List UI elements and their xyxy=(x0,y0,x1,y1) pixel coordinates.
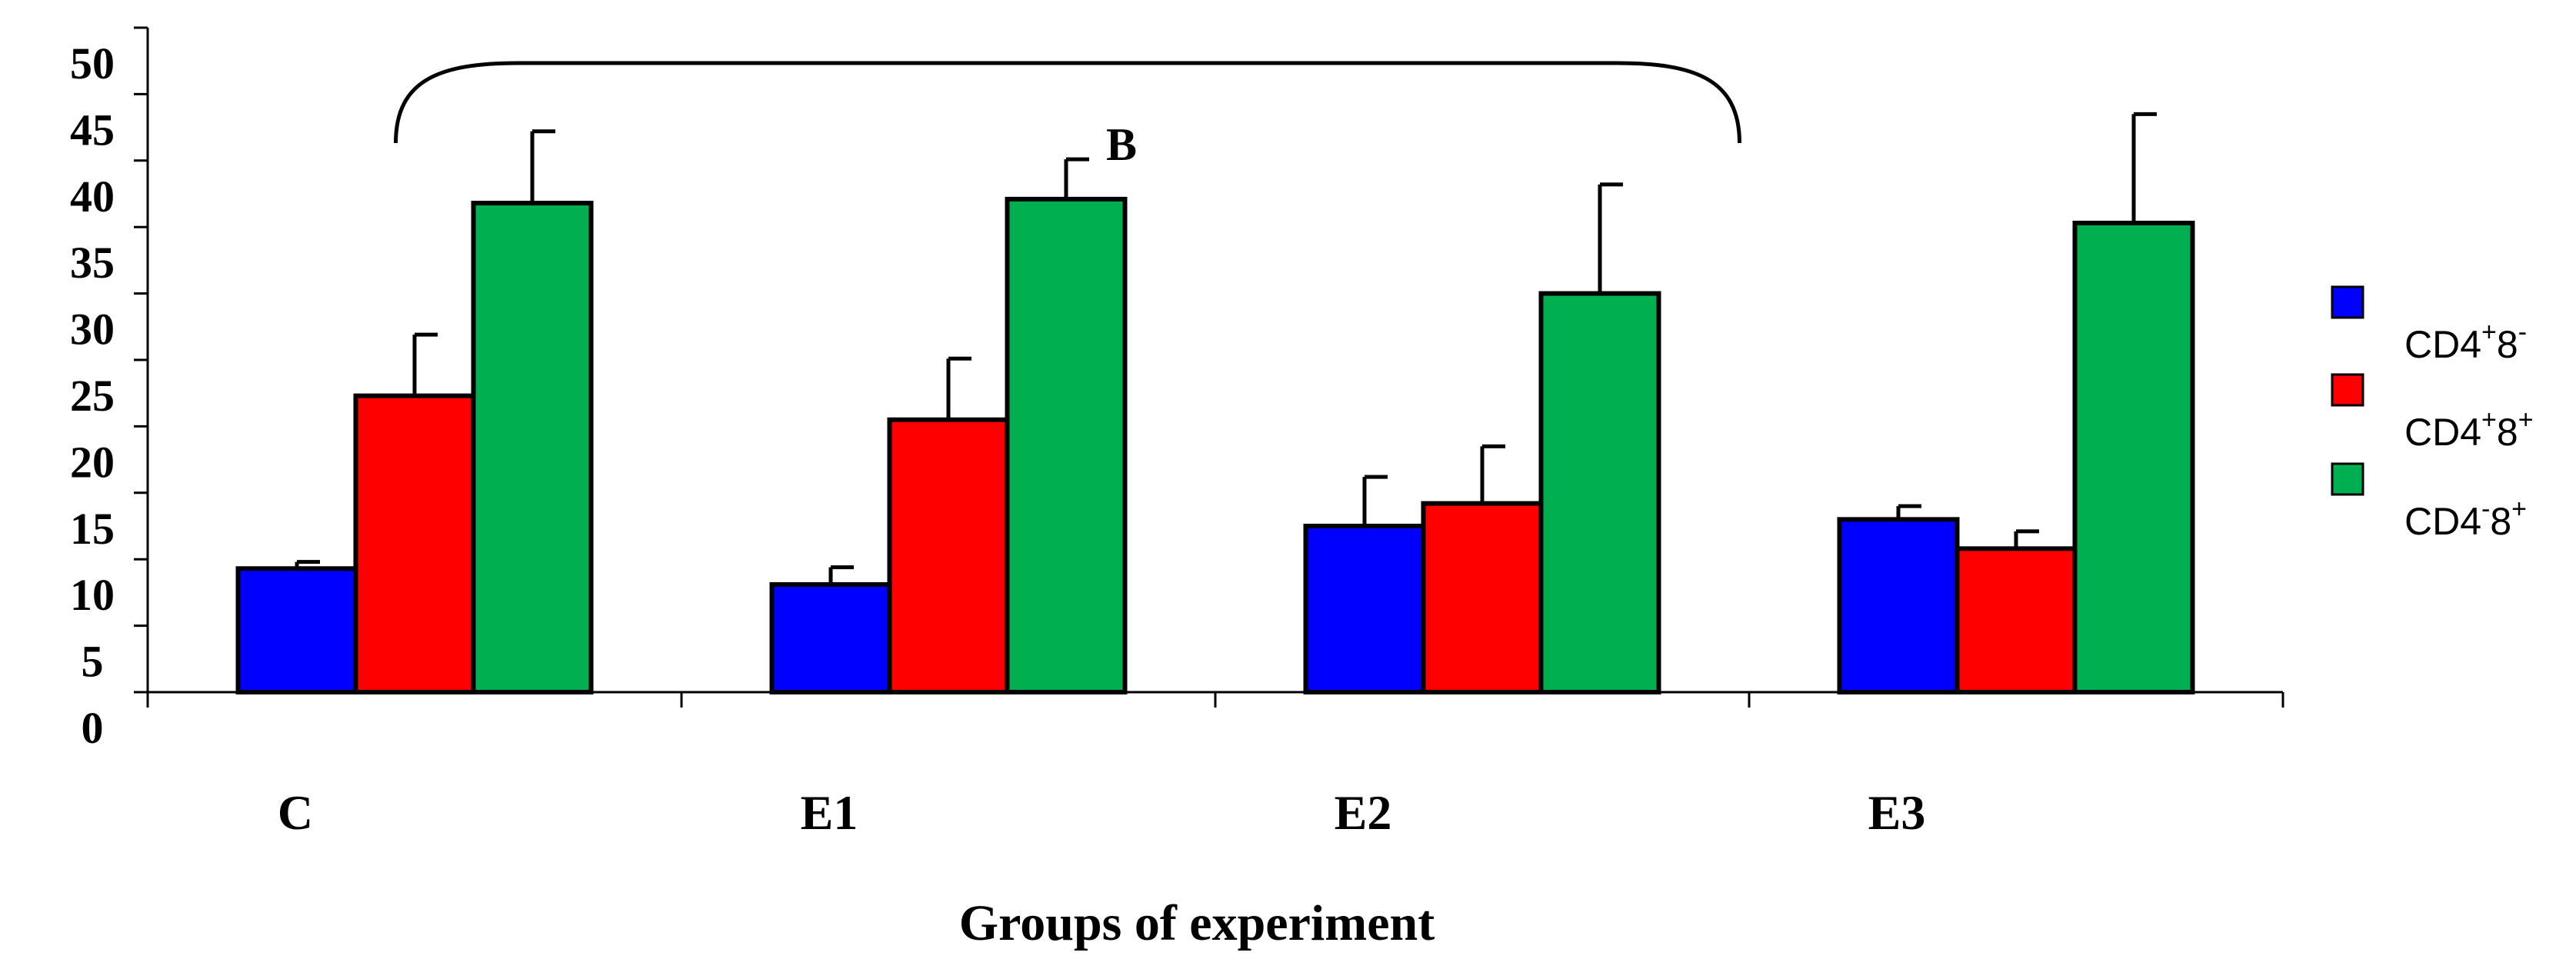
bar-c-0 xyxy=(235,566,358,695)
y-tick-label: 25 xyxy=(70,371,115,421)
legend-label-0: CD4+8- xyxy=(2404,318,2527,366)
legend-label-part: - xyxy=(2481,494,2490,524)
significance-label: B xyxy=(1106,119,1137,170)
y-tick-label: 20 xyxy=(70,437,115,487)
legend-label-2: CD4-8+ xyxy=(2404,494,2527,543)
y-tick-label: 0 xyxy=(82,703,104,753)
legend-label-part: + xyxy=(2481,318,2497,347)
x-category-label: C xyxy=(278,785,313,840)
y-tick-label: 50 xyxy=(70,38,115,88)
bar-e3-0 xyxy=(1837,517,1960,694)
legend-label-part: 8 xyxy=(2497,323,2518,366)
legend-swatch-2 xyxy=(2331,462,2364,496)
legend-label-part: 8 xyxy=(2497,411,2518,454)
legend-label-part: 8 xyxy=(2490,500,2511,543)
bar-e3-1 xyxy=(1954,546,2078,694)
x-category-label: E2 xyxy=(1335,785,1392,840)
legend-label-part: CD4 xyxy=(2404,411,2481,454)
bar-e1-1 xyxy=(887,417,1010,694)
bar-e1-2 xyxy=(1005,196,1128,694)
legend-label-part: + xyxy=(2481,405,2497,435)
legend-label-1: CD4+8+ xyxy=(2404,405,2534,454)
y-tick-label: 45 xyxy=(70,105,115,155)
y-tick-label: 15 xyxy=(70,504,115,554)
y-tick-label: 5 xyxy=(82,637,104,687)
legend-swatch-0 xyxy=(2331,285,2364,319)
y-tick-label: 35 xyxy=(70,238,115,288)
bar-c-2 xyxy=(471,201,594,694)
legend-swatch-1 xyxy=(2331,373,2364,407)
legend-label-part: CD4 xyxy=(2404,323,2481,366)
legend-label-part: CD4 xyxy=(2404,500,2481,543)
bar-c-1 xyxy=(353,393,476,694)
significance-bracket xyxy=(394,61,1741,144)
x-category-label: E1 xyxy=(801,785,858,840)
bar-e2-1 xyxy=(1421,501,1544,695)
y-tick-label: 10 xyxy=(70,570,115,620)
bar-e2-2 xyxy=(1538,291,1661,695)
x-category-label: E3 xyxy=(1868,785,1926,840)
bar-e2-0 xyxy=(1303,524,1426,694)
bar-e3-2 xyxy=(2072,221,2195,694)
bar-e1-0 xyxy=(769,582,892,694)
legend-label-part: + xyxy=(2511,494,2527,524)
legend-label-part: - xyxy=(2518,318,2527,347)
x-axis-title: Groups of experiment xyxy=(959,895,1435,951)
legend-label-part: + xyxy=(2518,405,2534,435)
y-tick-label: 30 xyxy=(70,305,115,355)
y-tick-label: 40 xyxy=(70,171,115,221)
